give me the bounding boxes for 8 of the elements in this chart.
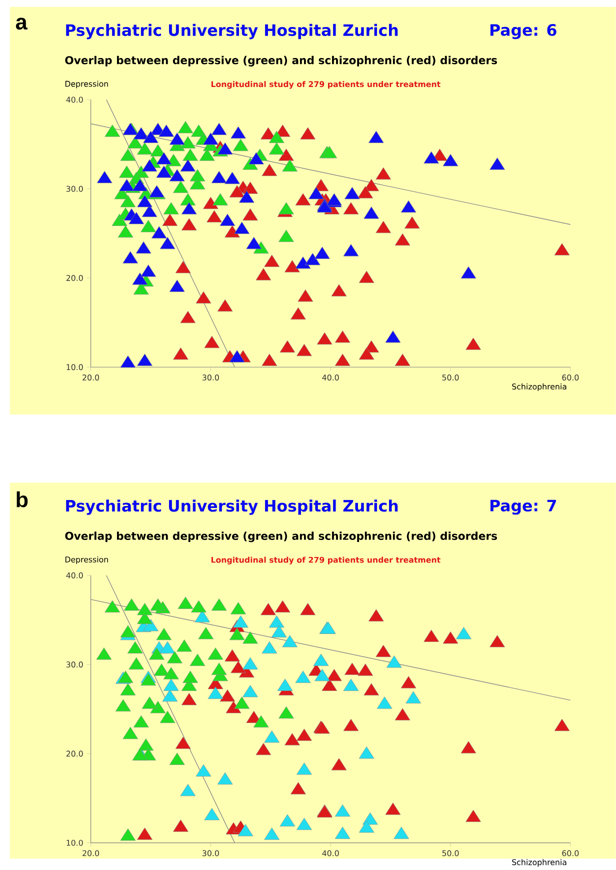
text: a [16, 18, 28, 30]
chart-title: Psychiatric University Hospital Zurich [66, 24, 398, 40]
chart-subtitle: Overlap between depressive (green) and schizophrenic (red) disorders [65, 56, 498, 66]
chart-subtitle: Overlap between depressive (green) and schizophrenic (red) disorders [65, 532, 498, 542]
text: Page: 6 [490, 24, 556, 40]
text: Page: 7 [490, 500, 556, 515]
text: b [16, 491, 28, 508]
chart-title: Psychiatric University Hospital Zurich [66, 500, 398, 515]
